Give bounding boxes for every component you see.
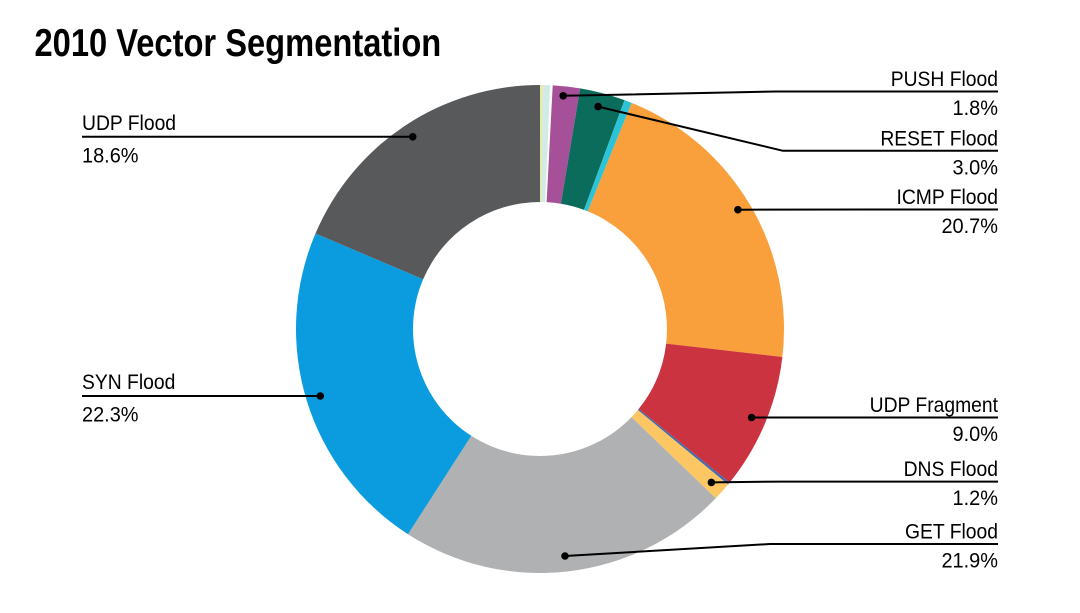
svg-text:9.0%: 9.0% [953,423,998,447]
svg-text:1.8%: 1.8% [953,97,998,121]
svg-text:20.7%: 20.7% [941,215,998,239]
svg-text:ICMP Flood: ICMP Flood [896,186,998,209]
svg-text:18.6%: 18.6% [82,144,139,168]
svg-text:DNS Flood: DNS Flood [904,458,998,481]
svg-text:PUSH Flood: PUSH Flood [891,68,998,91]
svg-text:22.3%: 22.3% [82,403,139,427]
svg-text:SYN Flood: SYN Flood [82,371,175,394]
svg-text:21.9%: 21.9% [941,549,998,573]
svg-text:3.0%: 3.0% [953,156,998,180]
svg-text:UDP Flood: UDP Flood [82,112,176,135]
svg-text:RESET Flood: RESET Flood [880,128,998,151]
svg-text:1.2%: 1.2% [953,487,998,511]
svg-text:2010 Vector Segmentation: 2010 Vector Segmentation [35,20,442,64]
svg-text:UDP Fragment: UDP Fragment [870,394,999,417]
svg-text:GET Flood: GET Flood [905,521,998,544]
